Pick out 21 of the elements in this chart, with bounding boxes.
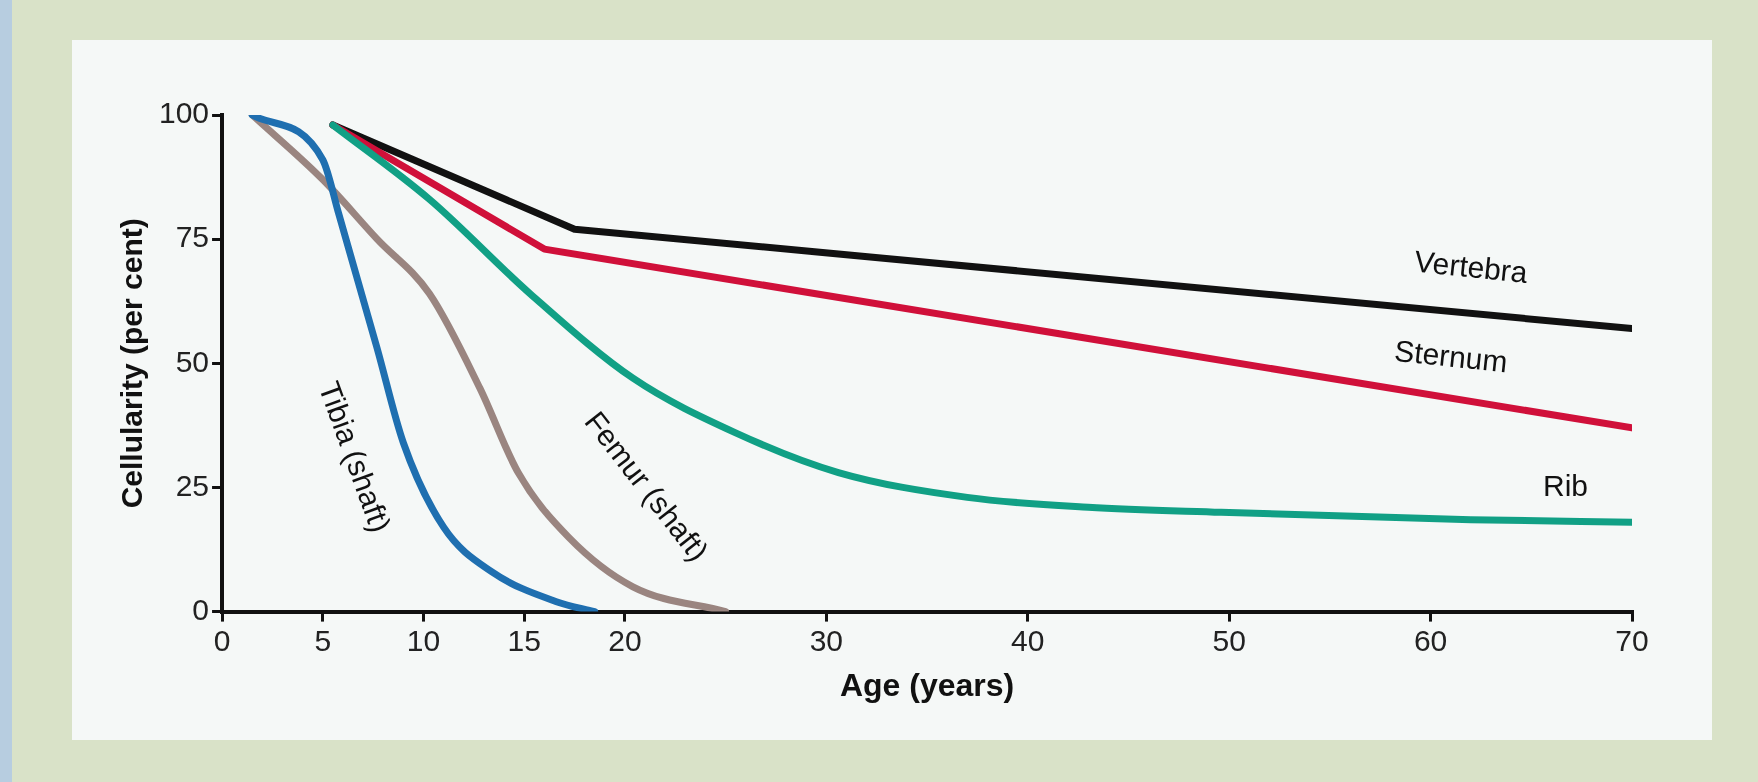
text: Sternum [1392, 333, 1510, 379]
text: Tibia (shaft) [312, 377, 398, 537]
x-tick-label: 50 [1212, 623, 1246, 657]
x-tick-label: 70 [1615, 623, 1649, 657]
y-tick-label: 100 [158, 96, 210, 130]
x-tick-label: 0 [213, 623, 231, 657]
x-tick-label: 40 [1011, 623, 1045, 657]
y-axis-title: Cellularity (per cent) [115, 218, 149, 509]
x-tick-label: 60 [1413, 623, 1448, 657]
x-axis-title: Age (years) [839, 666, 1015, 703]
text: Vertebra [1412, 244, 1530, 290]
y-tick-label: 0 [192, 592, 210, 626]
y-tick-label: 25 [175, 468, 210, 502]
x-tick-label: 20 [608, 623, 642, 657]
x-tick-label: 10 [406, 623, 441, 657]
x-tick-label: 5 [314, 623, 332, 657]
series-label: Rib [1543, 468, 1589, 502]
y-tick-label: 75 [175, 220, 210, 254]
y-tick-label: 50 [175, 344, 210, 378]
x-tick-label: 15 [507, 623, 541, 657]
x-tick-label: 30 [809, 623, 843, 657]
